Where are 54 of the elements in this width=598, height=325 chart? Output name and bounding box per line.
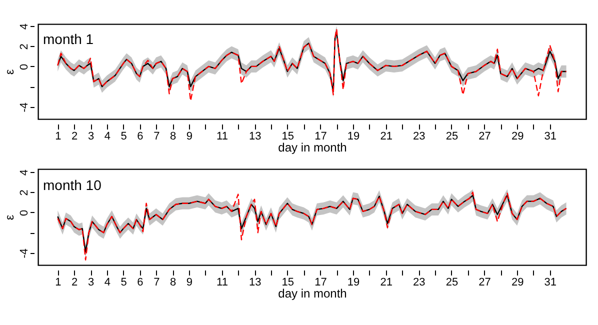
x-tick-label: 8 xyxy=(170,130,176,142)
x-tick-label: 5 xyxy=(120,130,127,142)
x-tick-label: 7 xyxy=(154,130,160,142)
x-tick-label: 6 xyxy=(137,130,144,142)
y-tick-label: 0 xyxy=(18,210,30,216)
x-tick-label: 17 xyxy=(314,276,327,288)
x-tick-label: 25 xyxy=(446,276,458,288)
x-axis-title: day in month xyxy=(278,286,347,300)
x-tick-label: 31 xyxy=(544,276,557,288)
x-axis-title: day in month xyxy=(278,140,347,154)
x-tick-label: 29 xyxy=(511,276,524,288)
y-tick-label: -4 xyxy=(18,248,30,258)
x-tick-label: 23 xyxy=(413,276,426,288)
x-tick-label: 1 xyxy=(55,276,62,288)
y-tick-label: -4 xyxy=(18,102,30,112)
y-axis-title: ε xyxy=(2,214,16,220)
x-tick-label: 3 xyxy=(88,276,94,288)
x-tick-label: 6 xyxy=(137,276,144,288)
x-tick-label: 8 xyxy=(170,276,176,288)
x-tick-label: 15 xyxy=(282,276,294,288)
x-tick-label: 11 xyxy=(216,130,228,142)
x-tick-label: 5 xyxy=(120,276,127,288)
x-tick-label: 19 xyxy=(347,276,360,288)
y-tick-label: 2 xyxy=(18,44,30,50)
x-tick-label: 4 xyxy=(104,130,110,142)
x-tick-label: 9 xyxy=(186,276,193,288)
x-tick-label: 21 xyxy=(380,130,392,142)
x-tick-label: 31 xyxy=(544,130,557,142)
x-tick-label: 11 xyxy=(216,276,228,288)
x-tick-label: 25 xyxy=(446,130,458,142)
x-tick-label: 13 xyxy=(248,276,262,288)
x-tick-label: 15 xyxy=(282,130,294,142)
x-tick-label: 3 xyxy=(88,130,94,142)
y-tick-label: 0 xyxy=(18,64,30,70)
text: month 10 xyxy=(43,176,102,193)
y-tick-label: 4 xyxy=(18,23,30,30)
x-tick-label: 29 xyxy=(511,130,524,142)
y-tick-label: 2 xyxy=(18,190,30,196)
x-tick-label: 21 xyxy=(380,276,392,288)
x-tick-label: 27 xyxy=(478,130,491,142)
x-tick-label: 19 xyxy=(347,130,360,142)
x-tick-label: 27 xyxy=(478,276,491,288)
x-tick-label: 4 xyxy=(104,276,110,288)
x-tick-label: 17 xyxy=(314,130,327,142)
y-tick-label: 4 xyxy=(18,169,30,176)
x-tick-label: 7 xyxy=(154,276,160,288)
x-tick-label: 9 xyxy=(186,130,193,142)
x-tick-label: 2 xyxy=(72,130,78,142)
x-tick-label: 1 xyxy=(55,130,62,142)
x-tick-label: 13 xyxy=(248,130,262,142)
text: month 1 xyxy=(43,30,94,47)
x-tick-label: 23 xyxy=(413,130,426,142)
y-axis-title: ε xyxy=(2,68,16,75)
x-tick-label: 2 xyxy=(72,276,78,288)
